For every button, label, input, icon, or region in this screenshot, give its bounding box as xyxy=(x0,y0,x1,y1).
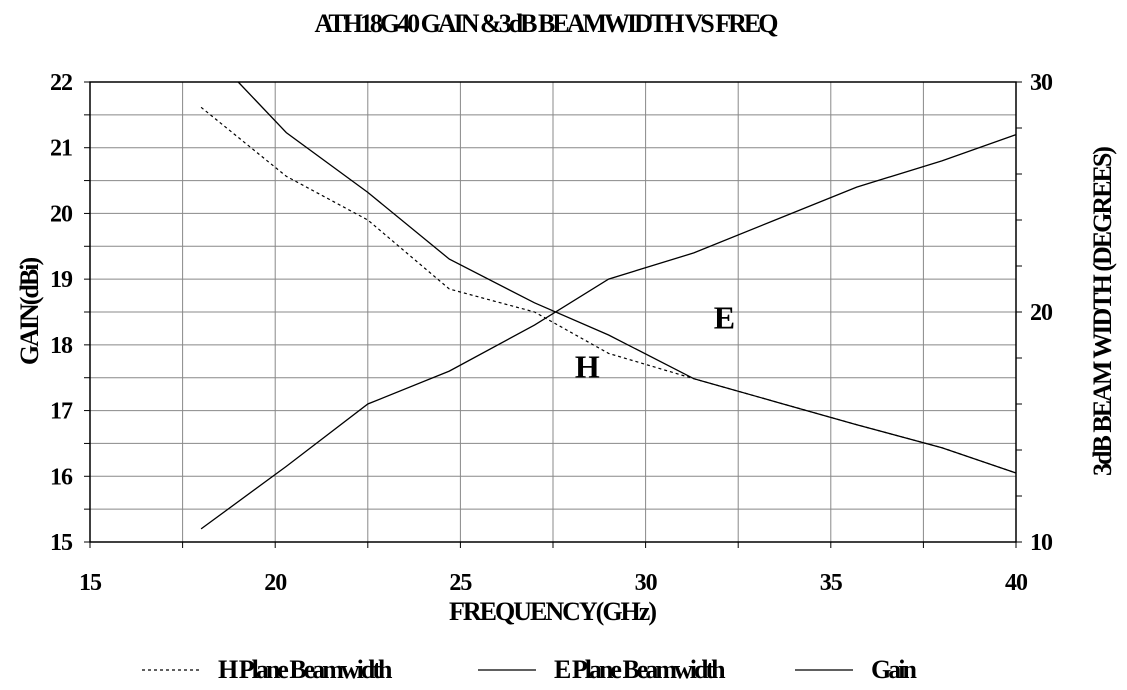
legend-label: Gain xyxy=(871,655,917,684)
annotations: EH xyxy=(575,299,736,385)
y-left-tick-label: 20 xyxy=(50,201,73,227)
y-left-tick-label: 18 xyxy=(50,333,73,359)
y-left-tick-label: 21 xyxy=(50,136,72,162)
x-tick-label: 20 xyxy=(264,570,287,596)
x-tick-label: 30 xyxy=(635,570,658,596)
series-line-gain xyxy=(200,133,1017,530)
x-tick-label: 35 xyxy=(820,570,843,596)
legend: H Plane Beamwidth E Plane Beamwidth Gain xyxy=(142,655,920,684)
y-left-axis-label: GAIN(dBi) xyxy=(15,258,44,366)
y-left-tick-label: 19 xyxy=(50,267,73,293)
minor-ticks xyxy=(84,81,1022,548)
y-left-tick-labels: 15 16 17 18 19 20 21 22 xyxy=(50,70,74,556)
chart-title: ATH18G40 GAIN &3dB BEAMWIDTH VS FREQ xyxy=(315,9,779,38)
x-tick-label: 15 xyxy=(79,570,102,596)
x-tick-label: 40 xyxy=(1005,570,1028,596)
y-left-tick-label: 16 xyxy=(50,464,73,490)
y-right-tick-label: 30 xyxy=(1030,70,1053,96)
x-tick-label: 25 xyxy=(449,570,472,596)
x-axis-label: FREQUENCY(GHz) xyxy=(449,597,656,626)
y-right-tick-label: 10 xyxy=(1030,530,1053,556)
annotation-label: E xyxy=(714,299,734,335)
y-left-tick-label: 15 xyxy=(50,530,73,556)
annotation-label: H xyxy=(575,349,600,385)
legend-label: E Plane Beamwidth xyxy=(554,655,726,684)
y-left-tick-label: 22 xyxy=(50,70,72,96)
y-right-tick-label: 20 xyxy=(1030,300,1053,326)
x-tick-labels: 15 20 25 30 35 40 xyxy=(79,570,1029,596)
series-line-e-plane-beamwidth xyxy=(237,81,1017,474)
y-right-tick-labels: 10 20 30 xyxy=(1030,70,1054,556)
series-lines xyxy=(200,81,1017,530)
series-line-h-plane-beamwidth xyxy=(200,106,1017,474)
legend-label: H Plane Beamwidth xyxy=(218,655,393,684)
y-right-axis-label: 3dB BEAM WIDTH (DEGREES) xyxy=(1088,147,1117,476)
y-left-tick-label: 17 xyxy=(50,399,73,425)
grid-lines xyxy=(90,82,1016,542)
